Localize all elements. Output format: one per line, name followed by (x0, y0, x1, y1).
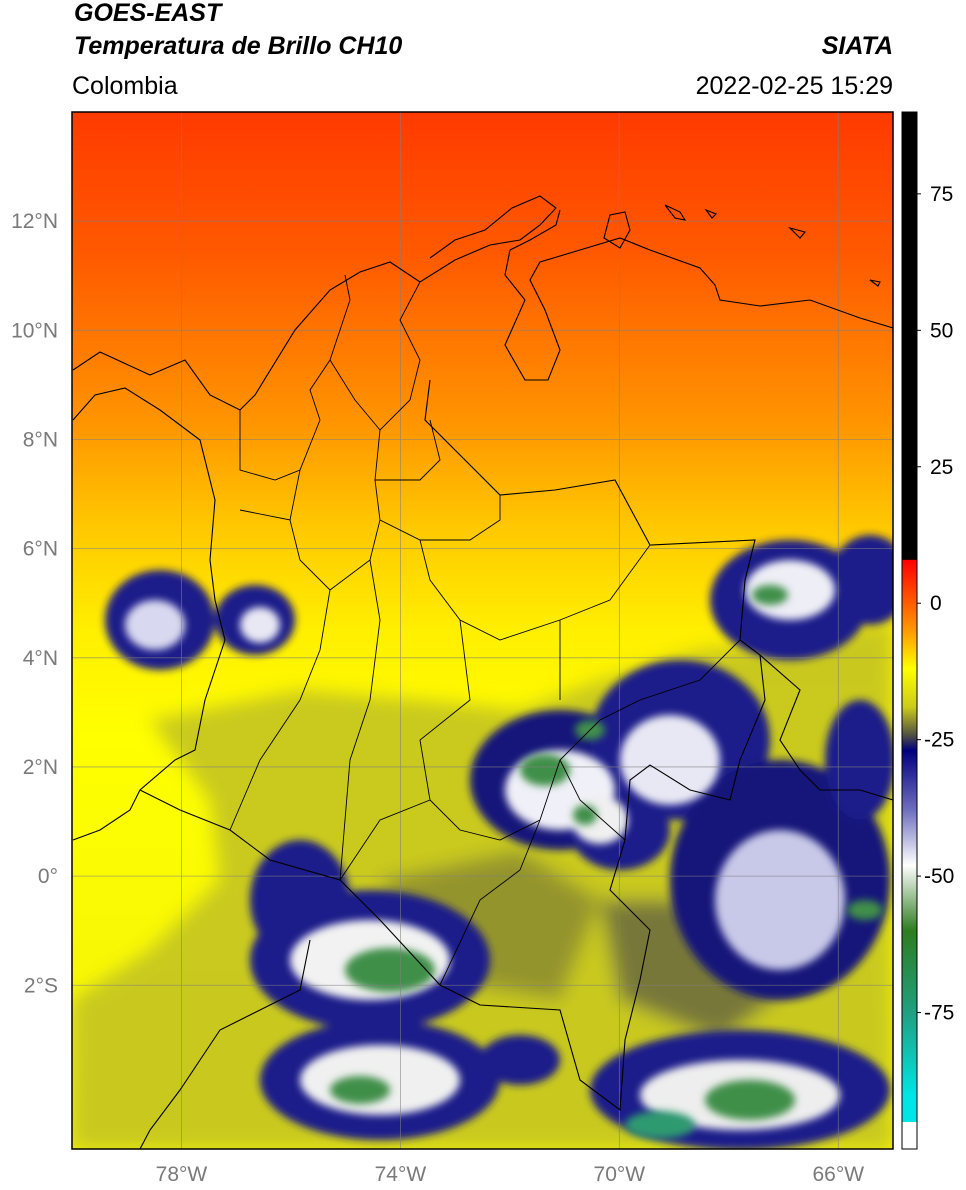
lat-tick-label: 2°N (23, 756, 58, 779)
colorbar-tick-label: -25 (924, 729, 954, 752)
colorbar-tick-label: 75 (930, 183, 953, 206)
lat-tick-label: 2°S (24, 974, 58, 997)
islands (603, 204, 881, 287)
map-frame (71, 111, 894, 1150)
caribbean-coast (72, 195, 893, 411)
lon-tick-label: 74°W (375, 1163, 427, 1186)
lon-tick-label: 78°W (156, 1163, 208, 1186)
colorbar-scale (901, 111, 918, 1150)
lon-tick-label: 70°W (594, 1163, 646, 1186)
lat-axis: 12°N 10°N 8°N 6°N 4°N 2°N 0° 2°S (11, 210, 58, 997)
lat-tick-label: 8°N (23, 428, 58, 451)
colorbar-tick-label: -50 (924, 865, 954, 888)
agency-label: SIATA (821, 32, 893, 60)
lat-tick-label: 0° (38, 865, 58, 888)
lon-axis: 78°W 74°W 70°W 66°W (156, 1163, 865, 1186)
boundaries (72, 195, 893, 1149)
colorbar-tick-label: 50 (930, 319, 953, 342)
colorbar: 75 50 25 0 -25 -50 -75 (901, 111, 954, 1150)
graticule (72, 112, 893, 1149)
map-area (72, 112, 893, 1149)
lat-tick-label: 4°N (23, 647, 58, 670)
timestamp-label: 2022-02-25 15:29 (695, 72, 893, 100)
product-title: Temperatura de Brillo CH10 (74, 32, 403, 60)
colorbar-tick-label: 0 (930, 592, 942, 615)
colombia-border (139, 379, 766, 1112)
pacific-coast (72, 387, 226, 841)
region-label: Colombia (72, 72, 178, 100)
lon-tick-label: 66°W (812, 1163, 864, 1186)
peru-border (139, 939, 311, 1149)
lat-tick-label: 12°N (11, 210, 58, 233)
department-lines (229, 274, 741, 986)
colorbar-tick-label: -75 (924, 1002, 954, 1025)
lat-tick-label: 10°N (11, 319, 58, 342)
lat-tick-label: 6°N (23, 538, 58, 561)
coldest-cores-green (330, 585, 883, 1139)
satellite-title: GOES-EAST (74, 0, 222, 27)
colorbar-tick-label: 25 (930, 456, 953, 479)
venezuela-brazil-border (759, 654, 893, 801)
